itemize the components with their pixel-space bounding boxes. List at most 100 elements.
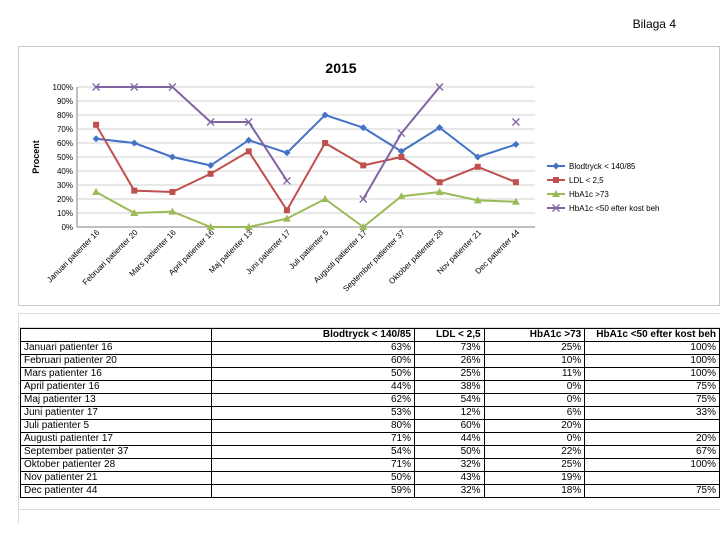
y-tick-label: 50% [57,153,73,162]
table-row-label: Nov patienter 21 [20,471,212,485]
data-point [168,207,177,215]
data-point [93,121,100,128]
table-header-cell: HbA1c >73 [483,328,586,342]
y-tick-label: 40% [57,167,73,176]
data-point [130,209,139,216]
data-point [244,223,253,230]
y-tick-label: 90% [57,97,73,106]
table-cell: 22% [483,445,586,459]
table-cell [584,419,720,433]
table-header-cell [20,328,212,342]
table-cell: 100% [584,341,720,355]
table-cell: 18% [483,484,586,498]
legend-label: Blodtryck < 140/85 [569,162,636,171]
series-line [95,190,516,229]
data-point [322,140,329,146]
y-axis-label: Procent [31,140,41,174]
series-line [96,86,288,182]
table-cell: 32% [414,458,485,472]
table-header-cell: Blodtryck < 140/85 [210,328,416,342]
data-point [92,188,101,195]
table-cell: 80% [210,419,416,433]
data-point [359,223,368,230]
table-cell: 71% [210,458,416,472]
table-row-label: Dec patienter 44 [20,484,212,498]
legend-label: HbA1c <50 efter kost beh [569,204,660,213]
table-cell: 11% [483,367,586,381]
series-line [95,113,517,167]
table-cell: 0% [483,432,586,446]
table-row: Oktober patienter 28 71% 32% 25% 100% [20,458,720,472]
table-cell: 53% [210,406,416,420]
data-point [474,163,481,170]
series-line [95,124,517,213]
data-point [512,179,519,186]
table-cell: 25% [414,367,485,381]
table-cell: 60% [210,354,416,368]
table-cell: 75% [584,484,720,498]
table-cell: 44% [414,432,485,446]
table-row: Maj patienter 13 62% 54% 0% 75% [20,393,720,407]
table-cell: 43% [414,471,485,485]
line-chart: 2015 Procent 0% 10% 20% 30% 40% 50% 60% 70% 80% 90%… [31,60,660,294]
table-row-label: Juni patienter 17 [20,406,212,420]
data-point [321,111,329,119]
x-tick-label: September patienter 37 [341,228,407,294]
data-point [207,161,215,169]
data-point [130,83,139,91]
data-point [245,148,252,155]
table-cell: 26% [414,354,485,368]
table-cell: 100% [584,458,720,472]
y-tick-label: 60% [57,139,73,148]
table-cell [584,471,720,485]
table-row: Juli patienter 5 80% 60% 20% [20,419,720,433]
table-row: Augusti patienter 17 71% 44% 0% 20% [20,432,720,446]
table-cell: 20% [483,419,586,433]
data-point [206,223,215,230]
data-point [168,153,176,161]
y-tick-label: 10% [57,209,73,218]
data-point [435,83,444,91]
data-point [398,154,405,160]
data-point [435,188,444,195]
table-row-label: September patienter 37 [20,445,212,459]
data-point [397,129,406,138]
y-tick-label: 0% [61,223,73,232]
data-table: Blodtryck < 140/85 LDL < 2,5 HbA1c >73 HbA1… [20,328,720,498]
data-point [553,177,559,183]
table-cell: 0% [483,380,586,394]
table-row-label: Januari patienter 16 [20,341,212,355]
data-point [244,118,253,126]
table-header-cell: LDL < 2,5 [414,328,485,342]
table-row-label: Maj patienter 13 [20,393,212,407]
table-cell: 63% [210,341,416,355]
y-tick-label: 30% [57,181,73,190]
data-point [360,162,367,169]
table-cell: 71% [210,432,416,446]
data-point [511,118,520,126]
y-tick-label: 100% [53,83,73,92]
table-row: Nov patienter 21 50% 43% 19% [20,471,720,485]
table-row-label: Februari patienter 20 [20,354,212,368]
page-label: Bilaga 4 [632,17,676,31]
table-row: Mars patienter 16 50% 25% 11% 100% [20,367,720,381]
y-tick-label: 80% [57,111,73,120]
data-point [130,139,138,147]
data-point [92,83,101,91]
data-point [474,153,482,161]
data-point [359,124,367,132]
data-point [359,195,368,203]
data-point [436,179,443,186]
data-point [552,190,560,197]
table-row: September patienter 37 54% 50% 22% 67% [20,445,720,459]
table-row-label: Mars patienter 16 [20,367,212,381]
data-point [168,83,177,91]
data-point [245,136,253,144]
data-point [283,207,290,214]
table-cell: 50% [414,445,485,459]
table-row: Juni patienter 17 53% 12% 6% 33% [20,406,720,420]
data-point [436,124,444,132]
data-point [283,149,291,157]
table-cell: 0% [483,393,586,407]
data-point [321,195,330,202]
